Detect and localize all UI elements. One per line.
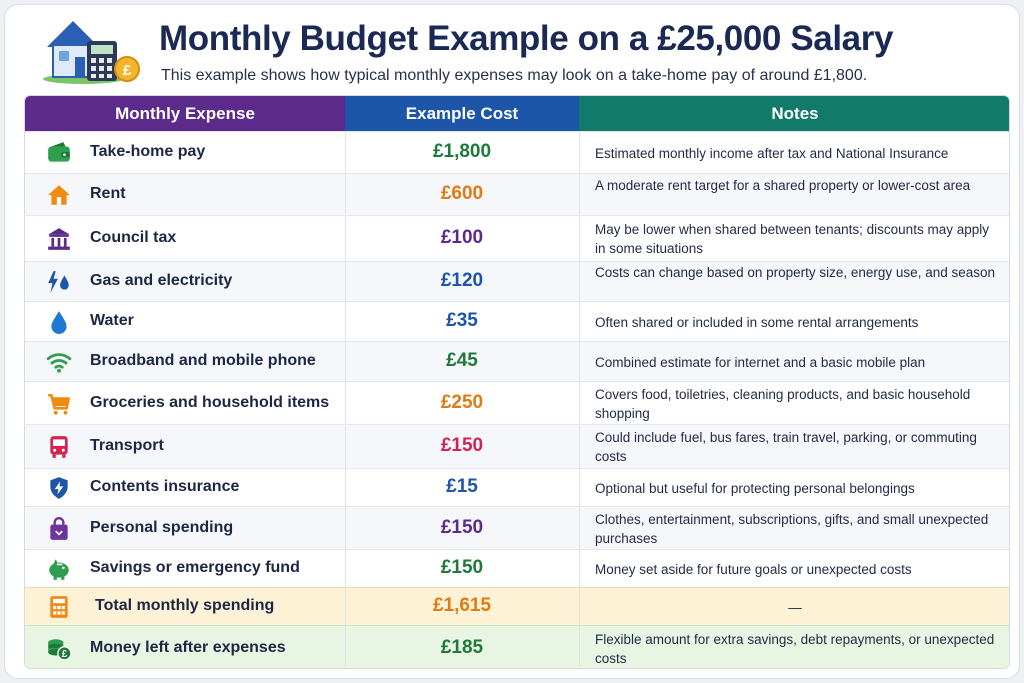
- expense-note: Combined estimate for internet and a bas…: [595, 354, 926, 370]
- water-drop-icon: [45, 308, 73, 336]
- expense-cost: £120: [440, 270, 484, 291]
- expense-cost: £45: [446, 350, 478, 371]
- expense-label: Council tax: [90, 229, 177, 246]
- expense-cost: £600: [440, 183, 484, 204]
- wifi-icon: [45, 348, 73, 376]
- coins-pound-icon: £: [45, 635, 73, 663]
- svg-text:£: £: [62, 649, 68, 660]
- shopping-bag-icon: [45, 515, 73, 543]
- table-row: Groceries and household items £250 Covers …: [25, 381, 1009, 424]
- column-header-cost: Example Cost: [345, 96, 579, 131]
- expense-label: Personal spending: [90, 518, 234, 536]
- table-row: Council tax £100 May be lower when shared …: [25, 215, 1009, 261]
- expense-note: —: [788, 599, 802, 615]
- expense-note: Clothes, entertainment, subscriptions, g…: [595, 511, 989, 546]
- expense-cost: £15: [446, 476, 478, 497]
- page-subtitle: This example shows how typical monthly e…: [161, 67, 868, 84]
- expense-label: Transport: [90, 437, 164, 454]
- table-row: Take-home pay £1,800 Estimated monthly inc…: [25, 131, 1009, 173]
- table-row: Transport £150 Could include fuel, bus far…: [25, 424, 1009, 468]
- expense-label: Groceries and household items: [90, 393, 330, 411]
- shopping-cart-icon: [45, 390, 73, 418]
- wallet-icon: [45, 139, 73, 167]
- expense-label: Take-home pay: [90, 143, 206, 160]
- expense-cost: £150: [440, 557, 484, 578]
- expense-note: Money set aside for future goals or unex…: [595, 561, 912, 577]
- expense-cost: £1,800: [432, 141, 492, 162]
- expense-label: Savings or emergency fund: [90, 559, 300, 576]
- house-icon: [45, 181, 73, 209]
- page-title: Monthly Budget Example on a £25,000 Sala…: [159, 19, 894, 58]
- expense-cost: £185: [440, 636, 484, 658]
- table-row: Broadband and mobile phone £45 Combined es…: [25, 341, 1009, 381]
- expense-note: Costs can change based on property size,…: [595, 265, 996, 280]
- expense-note: Could include fuel, bus fares, train tra…: [595, 430, 977, 464]
- expense-note: Often shared or included in some rental …: [595, 314, 919, 330]
- svg-text:£: £: [123, 62, 132, 79]
- expense-label: Broadband and mobile phone: [90, 352, 316, 369]
- expense-note: Flexible amount for extra savings, debt …: [595, 631, 995, 666]
- expense-note: A moderate rent target for a shared prop…: [595, 178, 971, 193]
- expense-label: Gas and electricity: [90, 272, 233, 289]
- expense-note: Covers food, toiletries, cleaning produc…: [595, 386, 971, 421]
- expense-cost: £150: [440, 516, 484, 538]
- expense-note: May be lower when shared between tenants…: [595, 222, 989, 256]
- column-header-expense: Monthly Expense: [25, 96, 345, 131]
- expense-cost: £250: [440, 391, 484, 413]
- expense-label: Total monthly spending: [95, 597, 275, 614]
- expense-cost: £100: [440, 227, 484, 248]
- total-row: Total monthly spending £1,615 —: [25, 587, 1009, 625]
- column-header-notes: Notes: [579, 96, 1009, 131]
- budget-card: £ Monthly Budget Example on a £25,000 Sa…: [4, 4, 1020, 679]
- council-building-icon: [45, 225, 73, 253]
- bolt-drop-icon: [45, 268, 73, 296]
- expense-label: Rent: [90, 185, 126, 202]
- table-row: Personal spending £150 Clothes, entertainm…: [25, 506, 1009, 549]
- remaining-row: £ Money left after expenses £185 Flexible a…: [25, 625, 1009, 668]
- expense-label: Water: [90, 312, 134, 329]
- expense-label: Money left after expenses: [90, 638, 286, 656]
- expense-cost: £150: [440, 435, 484, 456]
- expense-label: Contents insurance: [90, 478, 240, 495]
- table-row: Gas and electricity £120 Costs can change …: [25, 261, 1009, 301]
- table-row: Contents insurance £15 Optional but useful…: [25, 468, 1009, 506]
- expense-cost: £35: [446, 310, 478, 331]
- expense-note: Optional but useful for protecting perso…: [595, 480, 915, 496]
- shield-bolt-icon: [45, 474, 73, 502]
- table-row: Water £35 Often shared or included in some…: [25, 301, 1009, 341]
- budget-table: Monthly Expense Example Cost Notes Take-…: [24, 95, 1010, 669]
- calculator-icon: [45, 593, 73, 621]
- expense-cost: £1,615: [432, 595, 492, 616]
- piggy-bank-icon: [45, 555, 73, 583]
- table-row: Savings or emergency fund £150 Money set a…: [25, 549, 1009, 587]
- bus-icon: [45, 433, 73, 461]
- expense-note: Estimated monthly income after tax and N…: [595, 145, 949, 161]
- table-row: Rent £600 A moderate rent target for a sha…: [25, 173, 1009, 215]
- house-calculator-coin-icon: £: [43, 21, 140, 84]
